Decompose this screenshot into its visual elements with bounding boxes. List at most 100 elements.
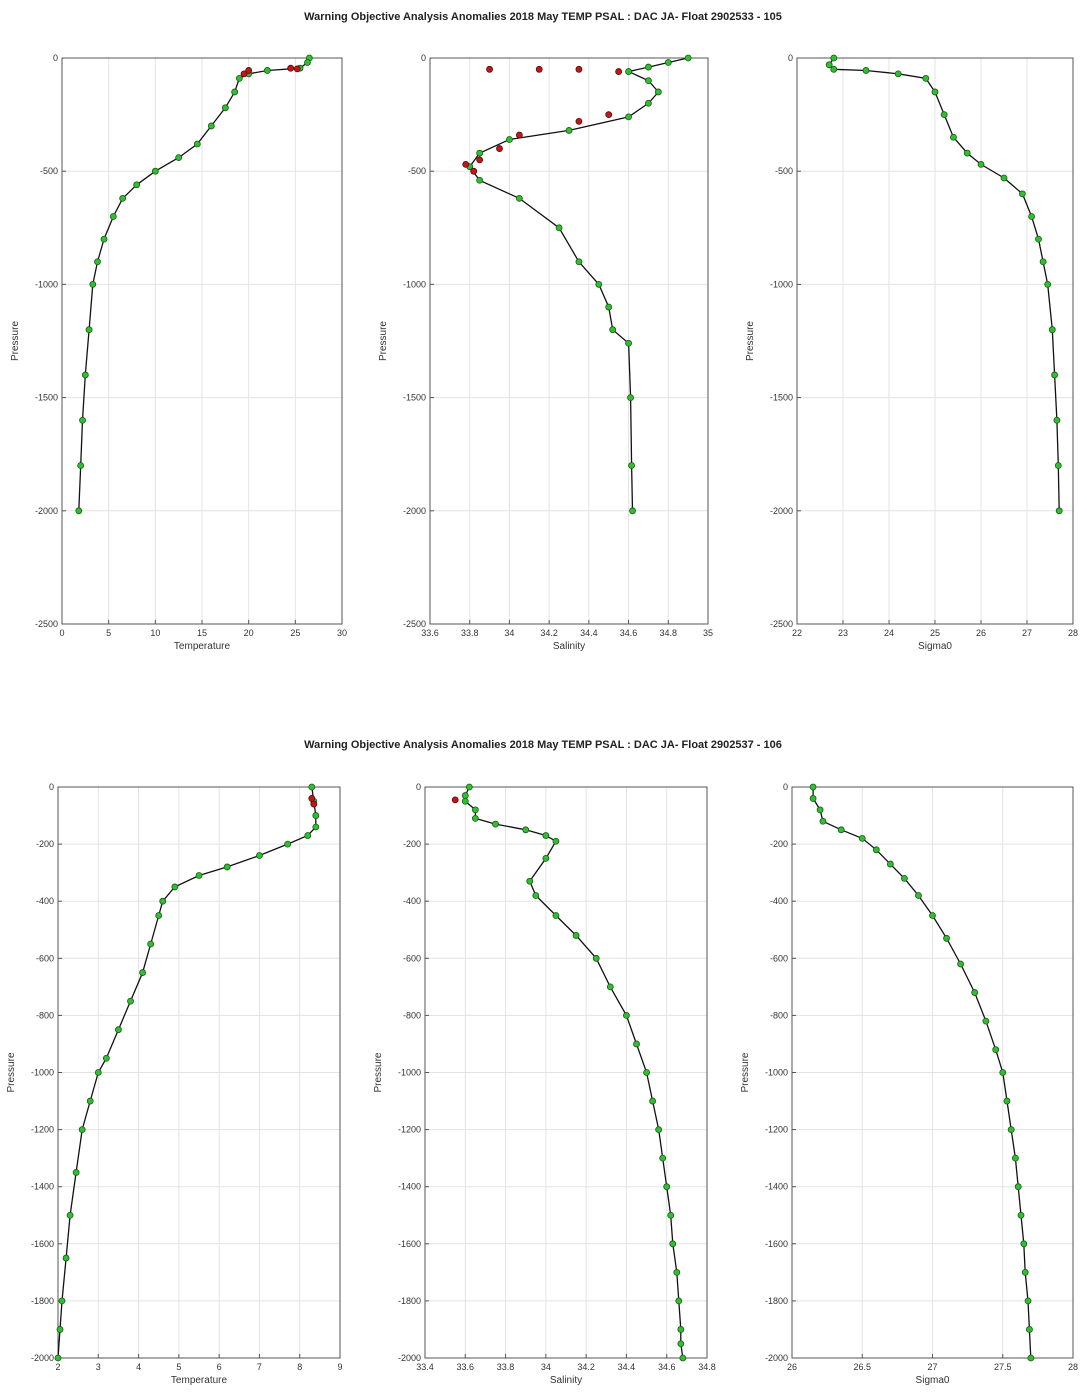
- y-tick-label: -800: [770, 1010, 788, 1020]
- y-tick-label: -1600: [398, 1239, 421, 1249]
- data-point: [862, 67, 870, 74]
- data-point: [102, 1054, 110, 1062]
- y-tick-label: -400: [403, 896, 421, 906]
- x-axis-label: Temperature: [171, 1375, 228, 1386]
- x-tick-label: 8: [297, 1362, 302, 1372]
- y-tick-label: -2500: [35, 619, 58, 629]
- data-point: [465, 783, 473, 791]
- y-tick-label: -1400: [765, 1182, 788, 1192]
- data-point: [81, 371, 89, 379]
- flagged-point: [293, 65, 301, 73]
- data-point: [830, 54, 838, 62]
- data-point: [655, 1126, 663, 1133]
- y-tick-label: -1800: [398, 1296, 421, 1306]
- x-tick-label: 26: [976, 628, 986, 638]
- x-axis-label: Salinity: [553, 641, 585, 652]
- x-tick-label: 35: [703, 628, 713, 638]
- y-tick-label: 0: [421, 53, 426, 63]
- x-tick-label: 34.2: [577, 1362, 595, 1372]
- data-point: [575, 258, 583, 266]
- data-point: [992, 1046, 1000, 1054]
- y-tick-label: -400: [770, 896, 788, 906]
- data-point: [1051, 371, 1058, 379]
- data-point: [675, 1297, 683, 1305]
- data-point: [940, 111, 948, 118]
- y-tick-label: 0: [49, 782, 54, 792]
- x-tick-label: 23: [838, 628, 848, 638]
- data-point: [86, 1097, 94, 1105]
- y-tick-label: -1000: [398, 1068, 421, 1078]
- plot-frame: [424, 786, 708, 1359]
- data-point: [627, 394, 634, 402]
- data-point: [858, 834, 866, 842]
- flagged-point: [496, 145, 503, 152]
- profile-line: [828, 57, 1060, 511]
- y-tick-label: -2000: [770, 506, 793, 516]
- data-point: [649, 1097, 657, 1105]
- x-tick-label: 33.6: [457, 1362, 475, 1372]
- data-point: [1020, 1240, 1028, 1248]
- data-point: [515, 194, 523, 202]
- data-point: [94, 1069, 102, 1076]
- data-point: [139, 969, 147, 976]
- y-tick-label: -1000: [765, 1068, 788, 1078]
- data-point: [79, 416, 86, 424]
- y-tick-label: -500: [408, 166, 426, 176]
- data-point: [109, 213, 117, 220]
- profile-line: [464, 786, 684, 1359]
- x-tick-label: 34.8: [698, 1362, 716, 1372]
- data-point: [901, 874, 908, 882]
- data-point: [572, 932, 580, 939]
- x-tick-label: 34: [541, 1362, 551, 1372]
- x-axis-label: Sigma0: [916, 1375, 950, 1386]
- data-point: [555, 224, 563, 232]
- data-point: [476, 176, 484, 184]
- flagged-point: [462, 161, 470, 168]
- data-point: [609, 326, 617, 334]
- y-tick-label: -1200: [398, 1125, 421, 1135]
- data-point: [623, 1012, 630, 1019]
- x-axis-label: Temperature: [174, 641, 231, 652]
- x-tick-label: 30: [337, 628, 347, 638]
- data-point: [195, 872, 203, 879]
- data-point: [886, 860, 894, 868]
- x-tick-label: 25: [930, 628, 940, 638]
- x-tick-label: 7: [257, 1362, 262, 1372]
- data-point: [522, 826, 530, 834]
- data-point: [625, 113, 632, 121]
- data-point: [175, 154, 183, 162]
- plot-frame: [61, 57, 343, 625]
- data-point: [915, 892, 922, 899]
- y-tick-label: -2500: [403, 619, 426, 629]
- x-tick-label: 34.2: [540, 628, 558, 638]
- plot-panels: 0 5 10 15 20 25 300-500-1000-1500-2000-2500Tem…: [6, 53, 1078, 1386]
- data-point: [263, 67, 271, 74]
- x-tick-label: 0: [59, 628, 64, 638]
- data-point: [1026, 1326, 1033, 1333]
- x-tick-label: 24: [884, 628, 894, 638]
- x-tick-label: 3: [96, 1362, 101, 1372]
- x-tick-label: 9: [337, 1362, 342, 1372]
- x-tick-label: 2: [55, 1362, 60, 1372]
- flagged-point: [287, 64, 295, 72]
- data-point: [595, 280, 603, 288]
- flagged-point: [605, 111, 613, 118]
- data-point: [816, 806, 824, 814]
- data-point: [830, 65, 838, 73]
- data-point: [461, 792, 469, 799]
- data-point: [532, 892, 540, 899]
- data-point: [231, 88, 239, 96]
- flagged-point: [470, 167, 478, 175]
- x-tick-label: 4: [136, 1362, 141, 1372]
- plot-panel-5: 33.4 33.6 33.8 34 34.2 34.4 34.6 34.8 0 -200 -400 -…: [373, 782, 716, 1386]
- flagged-point: [451, 796, 459, 804]
- x-tick-label: 22: [792, 628, 802, 638]
- data-point: [679, 1354, 687, 1362]
- data-point: [629, 507, 636, 515]
- data-point: [971, 989, 979, 996]
- data-point: [256, 852, 263, 859]
- y-tick-label: -200: [403, 839, 421, 849]
- data-point: [542, 832, 550, 839]
- data-point: [819, 817, 827, 825]
- data-point: [673, 1268, 681, 1276]
